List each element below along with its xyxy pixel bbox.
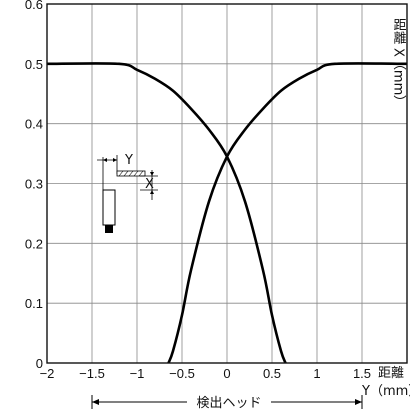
range-label-background xyxy=(187,392,271,412)
x-tick-label: −1 xyxy=(130,366,145,381)
inset-arrow-top xyxy=(150,172,154,176)
range-arrow-left xyxy=(92,399,99,405)
series-line-1 xyxy=(46,62,287,364)
y-tick-label: 0.4 xyxy=(25,117,43,132)
grid xyxy=(46,3,407,364)
inset-hatch xyxy=(118,170,124,177)
series-layer xyxy=(46,62,408,364)
y-axis-label-main: 距離 xyxy=(391,18,407,44)
x-tick-label: −0.5 xyxy=(169,366,195,381)
y-tick-label: 0.5 xyxy=(25,57,43,72)
range-label: 検出ヘッド xyxy=(196,396,261,411)
y-tick-label: 0 xyxy=(36,356,43,371)
inset-y-label: Y xyxy=(124,153,133,168)
x-tick-labels: −2 −1.5 −1 −0.5 0 0.5 1 1.5 xyxy=(40,366,371,381)
x-tick-label: −2 xyxy=(40,366,55,381)
x-tick-label: −1.5 xyxy=(79,366,105,381)
y-tick-label: 0.3 xyxy=(25,177,43,192)
inset-arrow-left xyxy=(103,158,107,162)
inset-hatch xyxy=(123,170,129,177)
inset-hatch xyxy=(138,170,144,177)
x-tick-label: 0.5 xyxy=(263,366,281,381)
x-axis-label-sub: Y（mm） xyxy=(361,384,410,399)
inset-hatch xyxy=(133,170,139,177)
series-line-2 xyxy=(167,62,408,364)
inset-x-label: X xyxy=(145,177,154,192)
sensor-diagram: Y X xyxy=(97,153,158,233)
x-tick-label: 0 xyxy=(223,366,230,381)
y-axis-label-sub: X（mm） xyxy=(391,48,407,108)
y-tick-labels: 0 0.1 0.2 0.3 0.4 0.5 0.6 xyxy=(25,0,43,371)
y-tick-label: 0.6 xyxy=(25,0,43,12)
y-tick-label: 0.2 xyxy=(25,236,43,251)
x-tick-label: 1.5 xyxy=(353,366,371,381)
x-tick-label: 1 xyxy=(313,366,320,381)
sensor-head xyxy=(102,189,116,226)
x-axis-label-main: 距離 xyxy=(378,366,404,381)
range-arrow-right xyxy=(355,399,362,405)
y-tick-label: 0.1 xyxy=(25,296,43,311)
sensor-cable xyxy=(105,225,113,233)
inset-hatch xyxy=(128,170,134,177)
inset-arrow-bottom xyxy=(150,190,154,194)
inset-arrow-right xyxy=(113,158,117,162)
plot-frame xyxy=(46,3,408,364)
detection-head-range: 検出ヘッド xyxy=(91,392,363,412)
